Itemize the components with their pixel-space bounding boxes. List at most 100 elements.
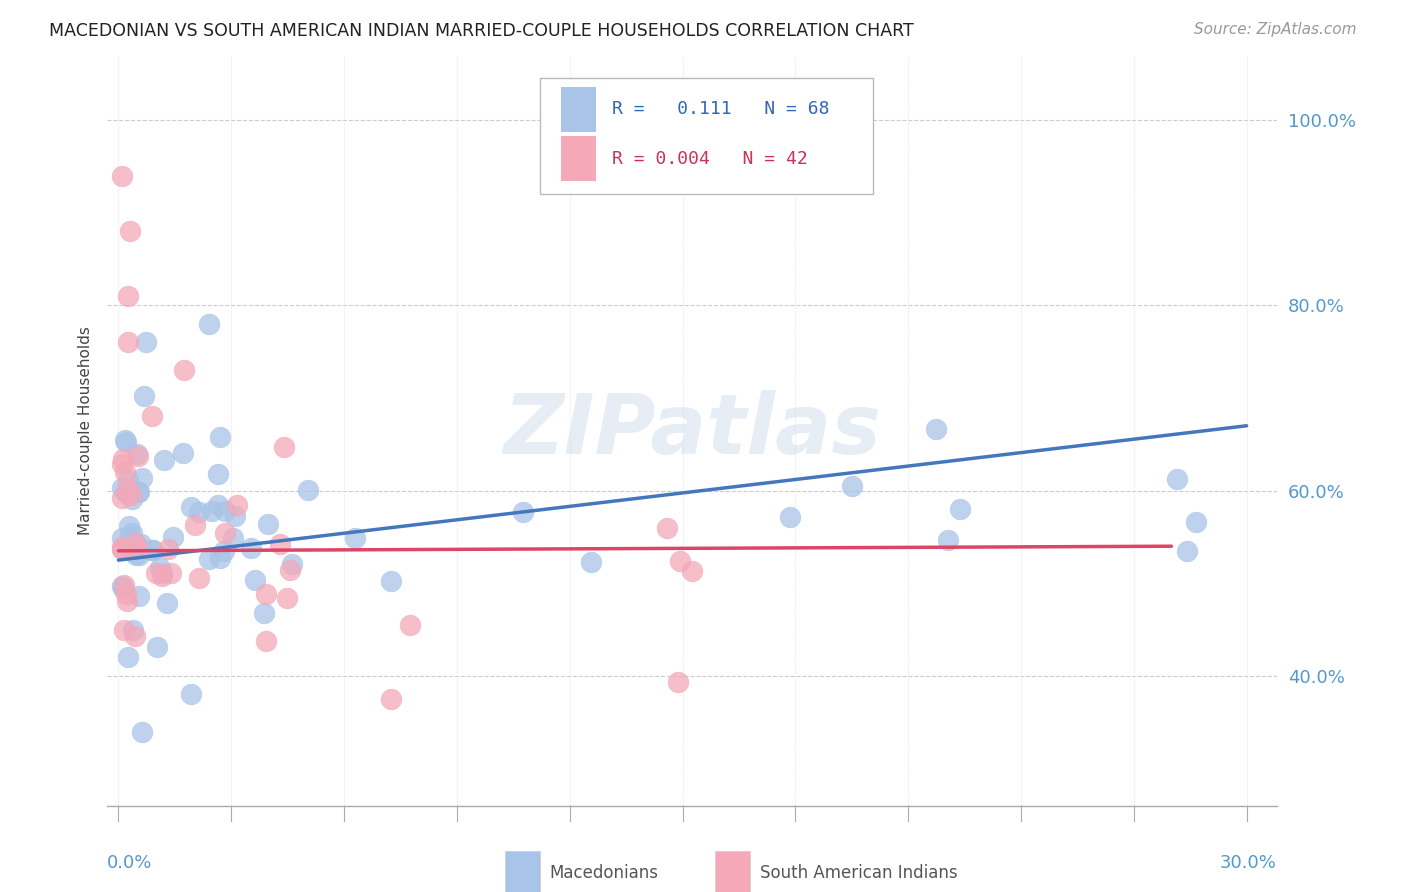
Point <box>269 536 291 550</box>
Point <box>121 526 143 541</box>
Point <box>129 537 152 551</box>
Point <box>125 548 148 562</box>
Point <box>936 533 959 548</box>
Point <box>184 518 207 533</box>
Point <box>173 363 195 377</box>
Point <box>120 224 142 238</box>
Point <box>162 530 184 544</box>
Point <box>152 566 174 580</box>
Point <box>1166 472 1188 486</box>
FancyBboxPatch shape <box>561 87 596 132</box>
Point <box>118 529 141 543</box>
Y-axis label: Married-couple Households: Married-couple Households <box>79 326 93 535</box>
Point <box>112 578 135 592</box>
Point <box>120 487 142 501</box>
Text: R =   0.111   N = 68: R = 0.111 N = 68 <box>613 100 830 118</box>
Point <box>655 521 678 535</box>
Text: 0.0%: 0.0% <box>107 855 152 872</box>
Point <box>112 452 135 467</box>
Point <box>124 535 146 549</box>
Point <box>111 457 134 471</box>
Point <box>198 551 221 566</box>
Text: Macedonians: Macedonians <box>550 864 658 882</box>
Point <box>141 543 163 558</box>
Point <box>207 498 229 512</box>
Point <box>115 481 138 495</box>
Point <box>150 569 173 583</box>
Point <box>224 508 246 523</box>
Point <box>209 550 232 565</box>
Point <box>111 169 134 183</box>
Text: 30.0%: 30.0% <box>1220 855 1277 872</box>
Point <box>1184 516 1206 530</box>
Point <box>117 473 139 487</box>
Point <box>117 650 139 665</box>
FancyBboxPatch shape <box>540 78 873 194</box>
Point <box>128 549 150 563</box>
Point <box>131 471 153 485</box>
Point <box>243 574 266 588</box>
Point <box>779 510 801 524</box>
Text: Source: ZipAtlas.com: Source: ZipAtlas.com <box>1194 22 1357 37</box>
Point <box>124 629 146 643</box>
Text: ZIPatlas: ZIPatlas <box>503 390 882 471</box>
FancyBboxPatch shape <box>505 851 540 892</box>
Point <box>153 453 176 467</box>
Point <box>146 640 169 654</box>
Point <box>925 422 948 436</box>
Point <box>111 541 134 555</box>
Point <box>127 449 149 463</box>
Text: R = 0.004   N = 42: R = 0.004 N = 42 <box>613 150 808 168</box>
Point <box>111 541 134 556</box>
Point <box>111 581 134 595</box>
Point <box>240 541 263 556</box>
Point <box>112 623 135 637</box>
Text: MACEDONIAN VS SOUTH AMERICAN INDIAN MARRIED-COUPLE HOUSEHOLDS CORRELATION CHART: MACEDONIAN VS SOUTH AMERICAN INDIAN MARR… <box>49 22 914 40</box>
Point <box>256 516 278 531</box>
Point <box>111 579 134 593</box>
Point <box>254 633 277 648</box>
Point <box>280 563 302 577</box>
Point <box>127 447 149 461</box>
Point <box>157 541 180 556</box>
Point <box>142 543 165 558</box>
Point <box>180 500 202 515</box>
Point <box>128 485 150 500</box>
FancyBboxPatch shape <box>716 851 751 892</box>
Point <box>197 317 219 331</box>
Point <box>111 481 134 495</box>
Point <box>141 409 163 424</box>
Point <box>172 446 194 460</box>
Point <box>115 587 138 601</box>
Point <box>214 525 236 540</box>
Point <box>115 486 138 500</box>
Point <box>118 518 141 533</box>
Point <box>253 606 276 620</box>
Point <box>212 544 235 558</box>
Point <box>188 505 211 519</box>
Point <box>273 440 295 454</box>
Point <box>208 430 231 444</box>
Point <box>214 503 236 517</box>
Point <box>666 675 689 690</box>
Point <box>156 596 179 610</box>
Point <box>201 504 224 518</box>
Point <box>160 566 183 580</box>
Point <box>128 589 150 603</box>
Point <box>115 593 138 607</box>
Point <box>399 618 422 632</box>
Point <box>121 492 143 507</box>
Point <box>132 389 155 403</box>
Point <box>225 498 247 512</box>
Point <box>111 542 134 557</box>
Point <box>145 566 167 580</box>
Point <box>681 564 703 578</box>
Point <box>114 433 136 447</box>
Point <box>114 465 136 479</box>
Point <box>276 591 298 606</box>
Point <box>135 335 157 350</box>
Point <box>111 531 134 545</box>
Point <box>117 335 139 350</box>
Point <box>127 484 149 499</box>
Point <box>297 483 319 497</box>
